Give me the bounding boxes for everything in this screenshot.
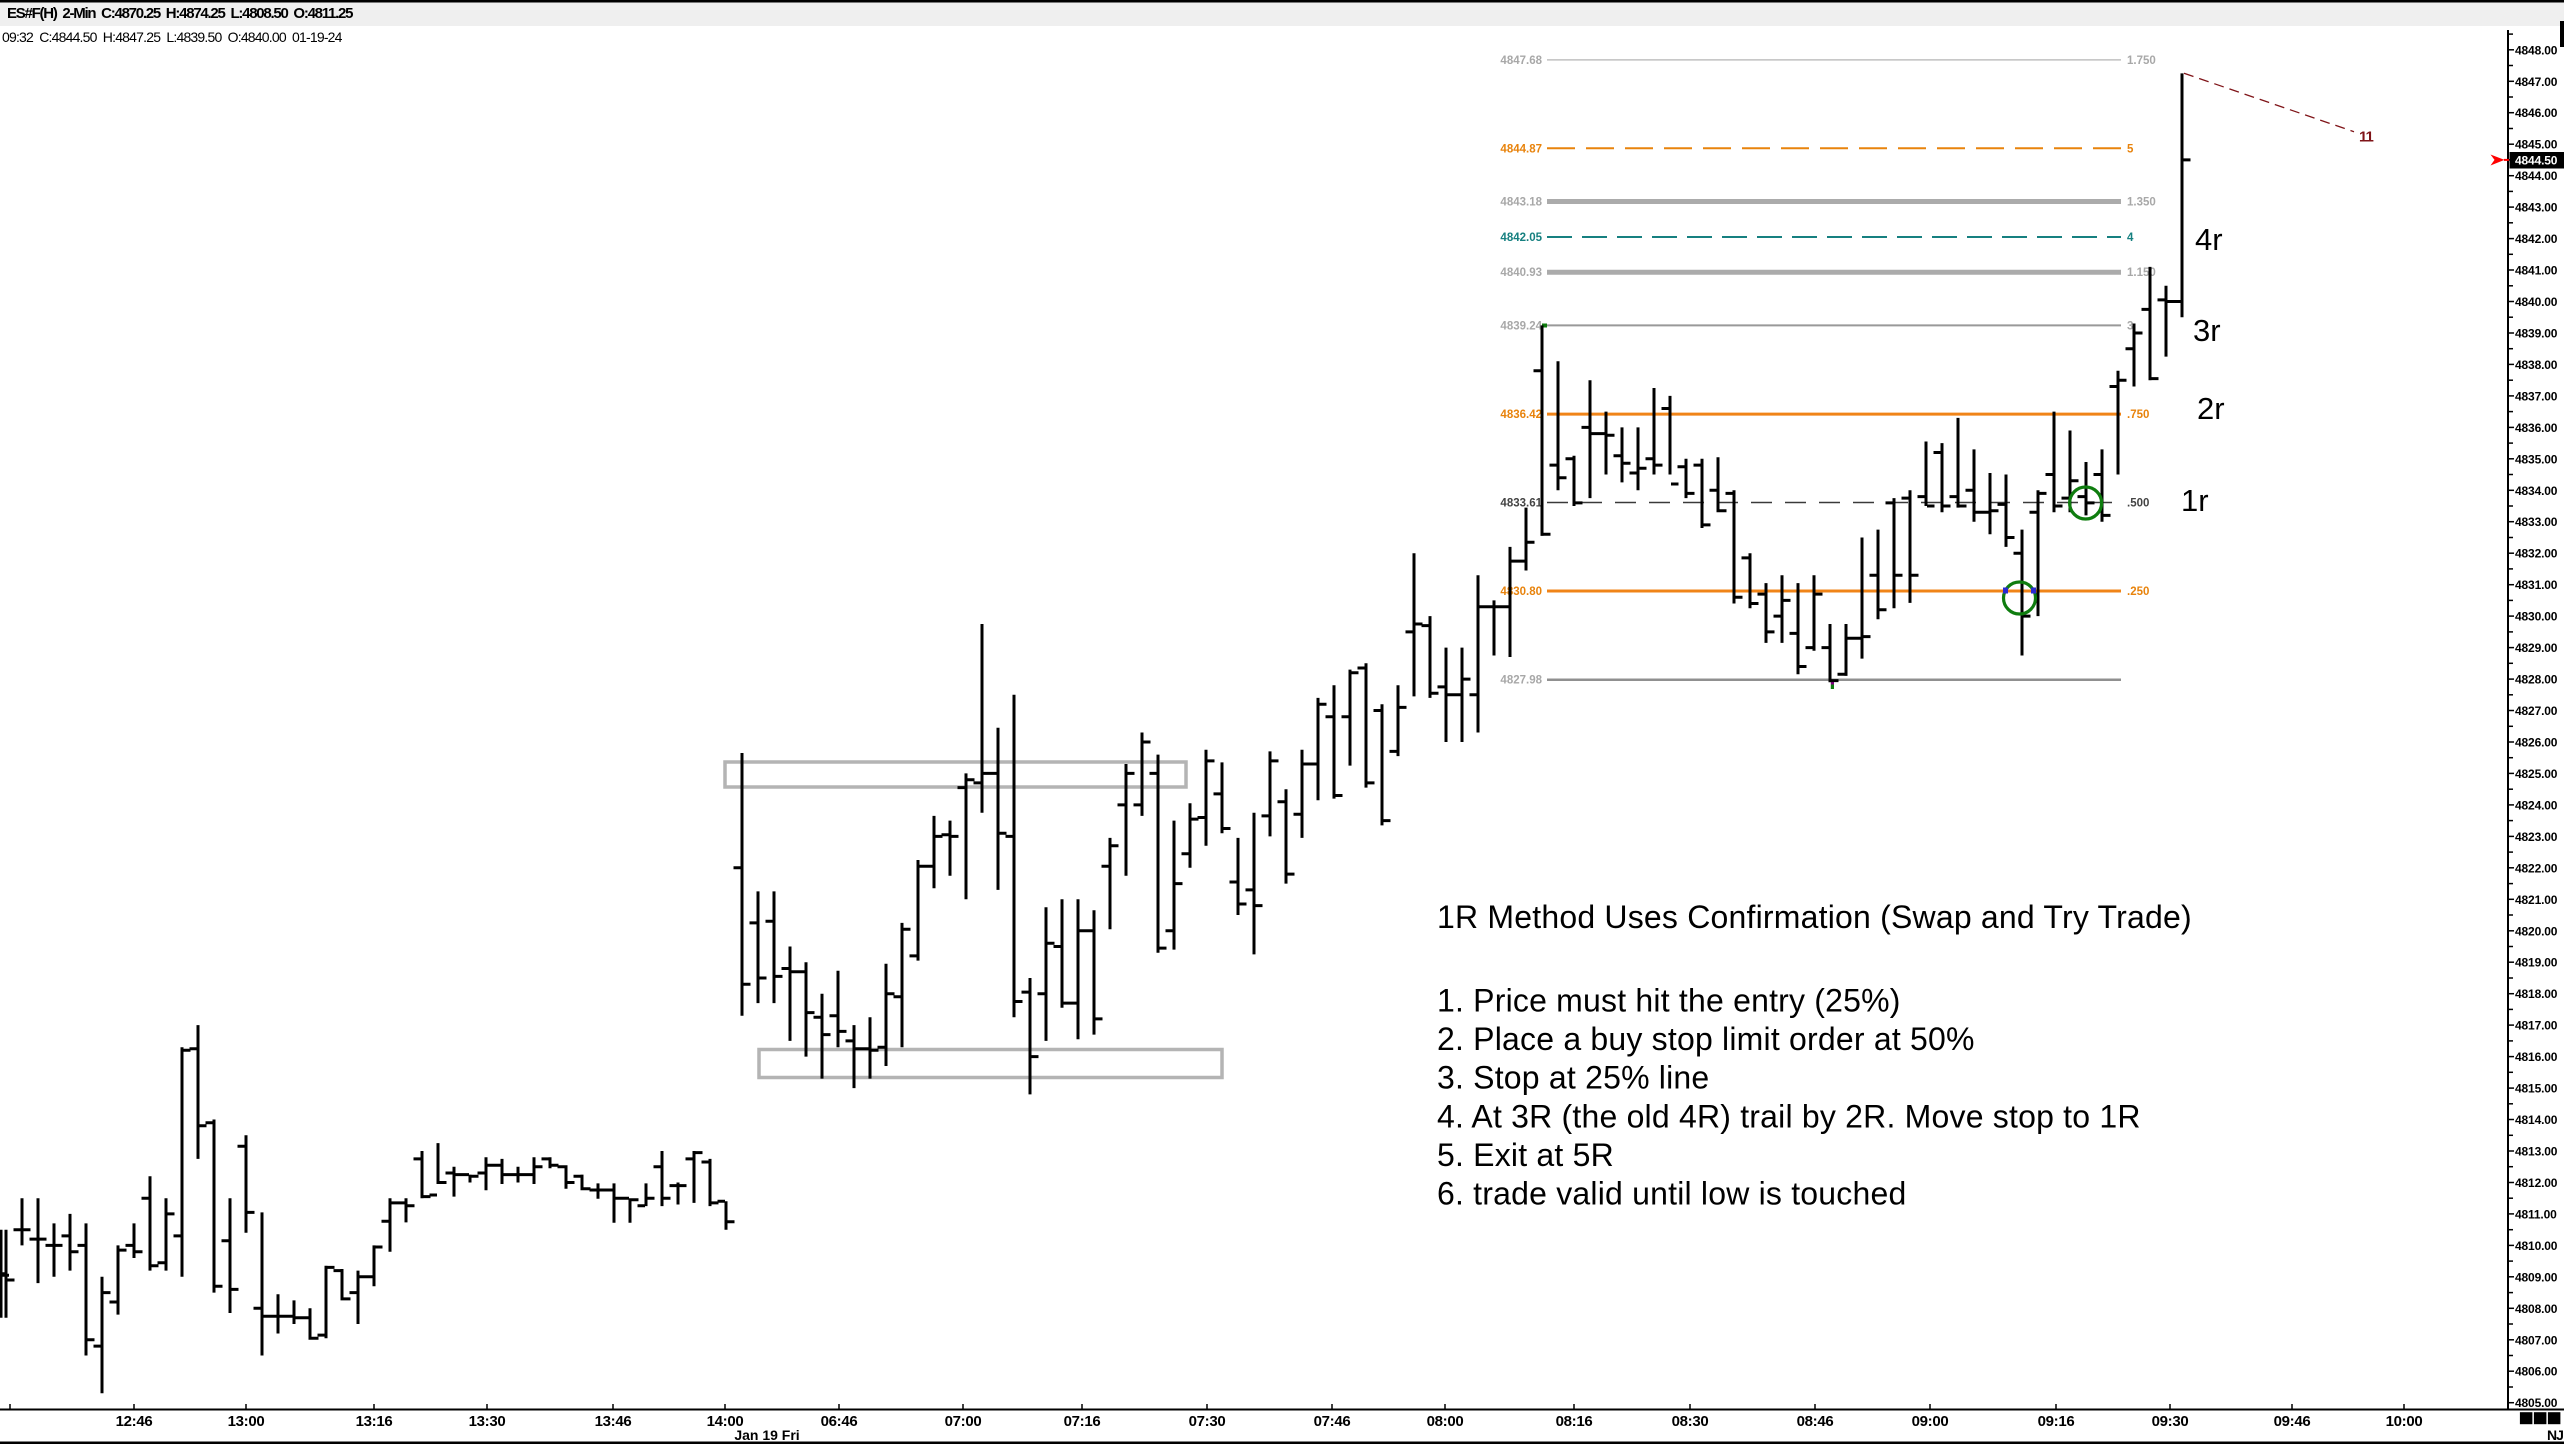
- svg-text:4833.61: 4833.61: [1500, 498, 1542, 510]
- svg-text:4816.00: 4816.00: [2515, 1050, 2558, 1064]
- svg-text:4839.00: 4839.00: [2515, 327, 2558, 341]
- svg-text:08:00: 08:00: [1427, 1413, 1464, 1430]
- svg-text:4842.00: 4842.00: [2515, 232, 2558, 246]
- svg-text:4809.00: 4809.00: [2515, 1270, 2558, 1284]
- svg-text:4847.00: 4847.00: [2515, 75, 2558, 89]
- svg-text:ES#F(H) 2-Min C:4870.25 H:4: ES#F(H) 2-Min C:4870.25 H:4874.25 L:4808…: [7, 5, 353, 22]
- svg-text:4811.00: 4811.00: [2515, 1207, 2557, 1221]
- svg-text:4837.00: 4837.00: [2515, 389, 2558, 403]
- svg-text:3. Stop at 25% line: 3. Stop at 25% line: [1437, 1060, 1709, 1096]
- svg-text:09:32 C:4844.50 H:4847.25 L: 09:32 C:4844.50 H:4847.25 L:4839.50 O:48…: [2, 29, 343, 45]
- svg-text:4833.00: 4833.00: [2515, 515, 2558, 529]
- svg-text:.750: .750: [2127, 409, 2149, 421]
- svg-text:4844.00: 4844.00: [2515, 169, 2558, 183]
- svg-text:13:46: 13:46: [595, 1413, 632, 1430]
- svg-text:Jan 19 Fri: Jan 19 Fri: [734, 1427, 799, 1443]
- svg-text:4830.80: 4830.80: [1500, 586, 1542, 598]
- svg-text:2. Place a buy stop limit orde: 2. Place a buy stop limit order at 50%: [1437, 1021, 1975, 1057]
- svg-text:09:00: 09:00: [1912, 1413, 1949, 1430]
- svg-text:4840.00: 4840.00: [2515, 295, 2558, 309]
- svg-text:4831.00: 4831.00: [2515, 578, 2558, 592]
- svg-text:08:16: 08:16: [1556, 1413, 1593, 1430]
- svg-text:4819.00: 4819.00: [2515, 956, 2558, 970]
- svg-text:6. trade valid until low is to: 6. trade valid until low is touched: [1437, 1176, 1906, 1212]
- svg-text:5: 5: [2127, 143, 2134, 155]
- svg-text:5. Exit at 5R: 5. Exit at 5R: [1437, 1137, 1614, 1173]
- svg-text:4840.93: 4840.93: [1500, 267, 1542, 279]
- svg-text:08:30: 08:30: [1672, 1413, 1709, 1430]
- svg-text:4842.05: 4842.05: [1500, 232, 1542, 244]
- svg-text:4827.98: 4827.98: [1500, 675, 1542, 687]
- svg-text:07:30: 07:30: [1189, 1413, 1226, 1430]
- svg-text:4827.00: 4827.00: [2515, 704, 2558, 718]
- svg-text:4r: 4r: [2195, 222, 2223, 257]
- svg-text:4830.00: 4830.00: [2515, 610, 2558, 624]
- svg-text:4836.00: 4836.00: [2515, 421, 2558, 435]
- svg-text:4818.00: 4818.00: [2515, 987, 2558, 1001]
- svg-text:4848.00: 4848.00: [2515, 43, 2558, 57]
- svg-text:07:16: 07:16: [1064, 1413, 1101, 1430]
- svg-text:4. At 3R (the old 4R) trail by: 4. At 3R (the old 4R) trail by 2R. Move …: [1437, 1098, 2141, 1134]
- svg-text:4: 4: [2127, 232, 2134, 244]
- svg-text:4808.00: 4808.00: [2515, 1302, 2558, 1316]
- svg-text:4845.00: 4845.00: [2515, 138, 2558, 152]
- svg-text:4832.00: 4832.00: [2515, 547, 2558, 561]
- svg-text:NJ: NJ: [2547, 1427, 2563, 1443]
- svg-text:3: 3: [2127, 320, 2133, 332]
- svg-text:4847.68: 4847.68: [1500, 55, 1542, 67]
- svg-text:08:46: 08:46: [1797, 1413, 1834, 1430]
- svg-text:3r: 3r: [2193, 313, 2221, 348]
- svg-text:4834.00: 4834.00: [2515, 484, 2558, 498]
- svg-text:4820.00: 4820.00: [2515, 924, 2558, 938]
- svg-text:4838.00: 4838.00: [2515, 358, 2558, 372]
- svg-text:.500: .500: [2127, 498, 2149, 510]
- svg-text:13:30: 13:30: [469, 1413, 506, 1430]
- svg-text:4817.00: 4817.00: [2515, 1019, 2558, 1033]
- svg-text:4828.00: 4828.00: [2515, 673, 2558, 687]
- svg-text:13:16: 13:16: [356, 1413, 393, 1430]
- svg-text:09:30: 09:30: [2152, 1413, 2189, 1430]
- svg-text:4824.00: 4824.00: [2515, 798, 2558, 812]
- svg-text:07:00: 07:00: [945, 1413, 982, 1430]
- svg-text:4844.87: 4844.87: [1500, 143, 1542, 155]
- svg-text:12:46: 12:46: [116, 1413, 153, 1430]
- svg-text:4839.24: 4839.24: [1500, 320, 1542, 332]
- svg-text:4807.00: 4807.00: [2515, 1333, 2558, 1347]
- svg-text:2r: 2r: [2197, 391, 2225, 426]
- svg-text:1.750: 1.750: [2127, 55, 2156, 67]
- svg-text:07:46: 07:46: [1314, 1413, 1351, 1430]
- svg-text:4836.42: 4836.42: [1500, 409, 1542, 421]
- svg-text:1R Method Uses Confirmation (S: 1R Method Uses Confirmation (Swap and Tr…: [1437, 899, 2192, 935]
- svg-text:4829.00: 4829.00: [2515, 641, 2558, 655]
- svg-text:4843.00: 4843.00: [2515, 201, 2558, 215]
- svg-text:4841.00: 4841.00: [2515, 264, 2558, 278]
- svg-text:4822.00: 4822.00: [2515, 861, 2558, 875]
- svg-text:4814.00: 4814.00: [2515, 1113, 2558, 1127]
- svg-text:4815.00: 4815.00: [2515, 1082, 2558, 1096]
- svg-text:4823.00: 4823.00: [2515, 830, 2558, 844]
- svg-text:4826.00: 4826.00: [2515, 736, 2558, 750]
- svg-text:4813.00: 4813.00: [2515, 1145, 2558, 1159]
- svg-text:4846.00: 4846.00: [2515, 106, 2558, 120]
- svg-text:4825.00: 4825.00: [2515, 767, 2558, 781]
- svg-text:.250: .250: [2127, 586, 2149, 598]
- svg-text:4812.00: 4812.00: [2515, 1176, 2558, 1190]
- svg-text:13:00: 13:00: [228, 1413, 265, 1430]
- svg-text:09:16: 09:16: [2038, 1413, 2075, 1430]
- svg-text:1. Price must hit the entry (2: 1. Price must hit the entry (25%): [1437, 983, 1901, 1019]
- svg-text:06:46: 06:46: [821, 1413, 858, 1430]
- svg-text:4835.00: 4835.00: [2515, 452, 2558, 466]
- svg-text:1.350: 1.350: [2127, 197, 2156, 209]
- svg-text:1r: 1r: [2181, 483, 2209, 518]
- svg-text:4806.00: 4806.00: [2515, 1365, 2558, 1379]
- svg-text:4821.00: 4821.00: [2515, 893, 2558, 907]
- svg-text:4810.00: 4810.00: [2515, 1239, 2558, 1253]
- svg-text:11: 11: [2359, 129, 2374, 146]
- svg-text:10:00: 10:00: [2386, 1413, 2423, 1430]
- svg-text:09:46: 09:46: [2274, 1413, 2311, 1430]
- svg-text:4844.50: 4844.50: [2515, 154, 2558, 168]
- svg-text:4805.00: 4805.00: [2515, 1396, 2558, 1410]
- svg-text:4843.18: 4843.18: [1500, 197, 1542, 209]
